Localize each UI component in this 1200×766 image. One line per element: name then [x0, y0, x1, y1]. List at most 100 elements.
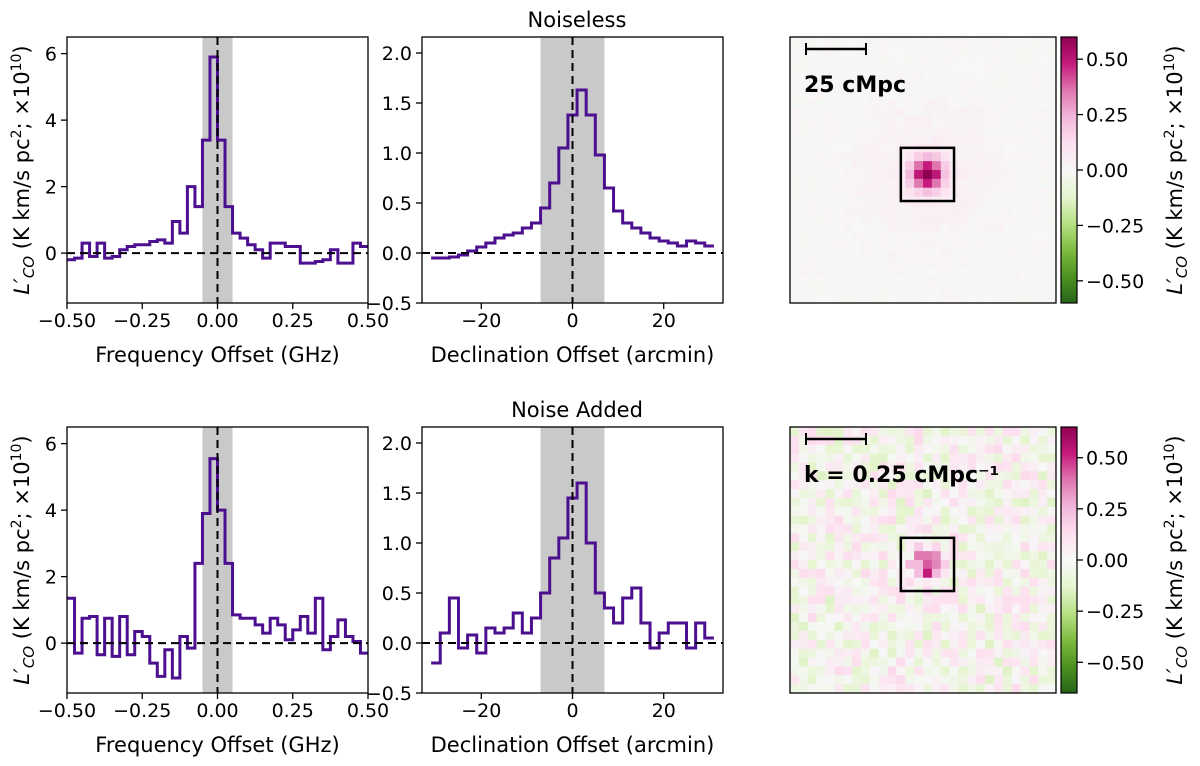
heatmap-cell	[878, 54, 888, 64]
heatmap-cell	[931, 267, 942, 277]
heatmap-cell	[976, 497, 986, 508]
heatmap-cell	[790, 560, 800, 570]
heatmap-cell	[940, 107, 950, 118]
heatmap-cell	[967, 249, 977, 259]
heatmap-cell	[1038, 63, 1048, 73]
heatmap-cell	[940, 542, 950, 552]
heatmap-cell	[1047, 675, 1057, 685]
heatmap-cell	[914, 170, 924, 180]
heatmap-cell	[798, 170, 809, 180]
heatmap-cell	[790, 577, 800, 587]
heatmap-cell	[869, 125, 879, 135]
heatmap-cell	[958, 524, 968, 534]
heatmap-cell	[967, 258, 977, 268]
heatmap-cell	[905, 471, 915, 481]
heatmap-cell	[940, 214, 950, 224]
heatmap-cell	[869, 471, 879, 481]
heatmap-cell	[985, 497, 995, 508]
heatmap-cell	[967, 435, 977, 446]
heatmap-cell	[923, 684, 933, 694]
heatmap-cell	[985, 542, 995, 552]
heatmap-cell	[1002, 444, 1012, 454]
heatmap-cell	[887, 666, 897, 676]
heatmap-cell	[993, 639, 1004, 649]
heatmap-cell	[807, 613, 817, 623]
heatmap-cell	[887, 45, 897, 56]
heatmap-cell	[914, 657, 924, 667]
heatmap-cell	[958, 107, 968, 118]
heatmap-cell	[1038, 152, 1048, 162]
heatmap-cell	[1011, 657, 1021, 667]
heatmap-cell	[887, 187, 897, 197]
heatmap-cell	[896, 613, 906, 623]
heatmap-cell	[985, 116, 995, 126]
heatmap-cell	[790, 480, 800, 490]
y-tick-label: 0.0	[382, 633, 412, 655]
heatmap-cell	[1002, 249, 1012, 259]
heatmap-cell	[1020, 294, 1030, 304]
heatmap-cell	[798, 116, 809, 126]
heatmap-cell	[976, 267, 986, 277]
heatmap-cell	[869, 533, 879, 543]
heatmap-cell	[993, 178, 1004, 189]
heatmap-cell	[931, 462, 942, 472]
heatmap-cell	[967, 285, 977, 295]
heatmap-cell	[1029, 196, 1039, 206]
heatmap-cell	[949, 471, 959, 481]
heatmap-cell	[807, 560, 817, 570]
heatmap-cell	[923, 72, 933, 82]
heatmap-cell	[860, 533, 871, 543]
series-line	[67, 55, 368, 265]
heatmap-cell	[1029, 595, 1039, 605]
heatmap-cell	[1047, 427, 1057, 437]
colorbar	[1060, 36, 1078, 304]
heatmap-cell	[905, 480, 915, 490]
heatmap-cell	[958, 170, 968, 180]
heatmap-cell	[1029, 258, 1039, 268]
heatmap-cell	[798, 134, 809, 144]
heatmap-cell	[958, 249, 968, 259]
heatmap-cell	[807, 37, 817, 47]
heatmap-cell	[967, 630, 977, 641]
heatmap-cell	[825, 515, 835, 525]
heatmap-cell	[1047, 489, 1057, 499]
heatmap-cell	[843, 586, 853, 596]
heatmap-cell	[993, 107, 1004, 118]
heatmap-cell	[1038, 285, 1048, 295]
heatmap-cell	[976, 45, 986, 56]
heatmap-cell	[834, 542, 844, 552]
heatmap-cell	[1011, 125, 1021, 135]
heatmap-cell	[949, 214, 959, 224]
heatmap-cell	[843, 444, 853, 454]
heatmap-cell	[860, 240, 871, 251]
heatmap-cell	[1011, 595, 1021, 605]
heatmap-cell	[869, 152, 879, 162]
heatmap-cell	[967, 657, 977, 667]
x-tick-label: 0.50	[347, 310, 389, 332]
heatmap-cell	[1038, 462, 1048, 472]
heatmap-cell	[958, 471, 968, 481]
heatmap-cell	[923, 116, 933, 126]
heatmap-cell	[825, 524, 835, 534]
heatmap-cell	[976, 99, 986, 109]
heatmap-cell	[807, 551, 817, 561]
heatmap-cell	[1002, 586, 1012, 596]
heatmap-cell	[834, 107, 844, 118]
heatmap-cell	[914, 560, 924, 570]
heatmap-cell	[852, 551, 862, 561]
heatmap-cell	[790, 648, 800, 658]
heatmap-cell	[807, 107, 817, 118]
heatmap-cell	[1020, 622, 1030, 632]
heatmap-cell	[887, 125, 897, 135]
heatmap-cell	[896, 54, 906, 64]
heatmap-cell	[1020, 37, 1030, 47]
heatmap-cell	[1011, 462, 1021, 472]
heatmap-cell	[1047, 577, 1057, 587]
heatmap-cell	[993, 161, 1004, 171]
heatmap-cell	[931, 63, 942, 73]
heatmap-cell	[834, 551, 844, 561]
heatmap-cell	[843, 648, 853, 658]
heatmap-cell	[790, 489, 800, 499]
heatmap-cell	[976, 223, 986, 233]
heatmap-cell	[967, 489, 977, 499]
